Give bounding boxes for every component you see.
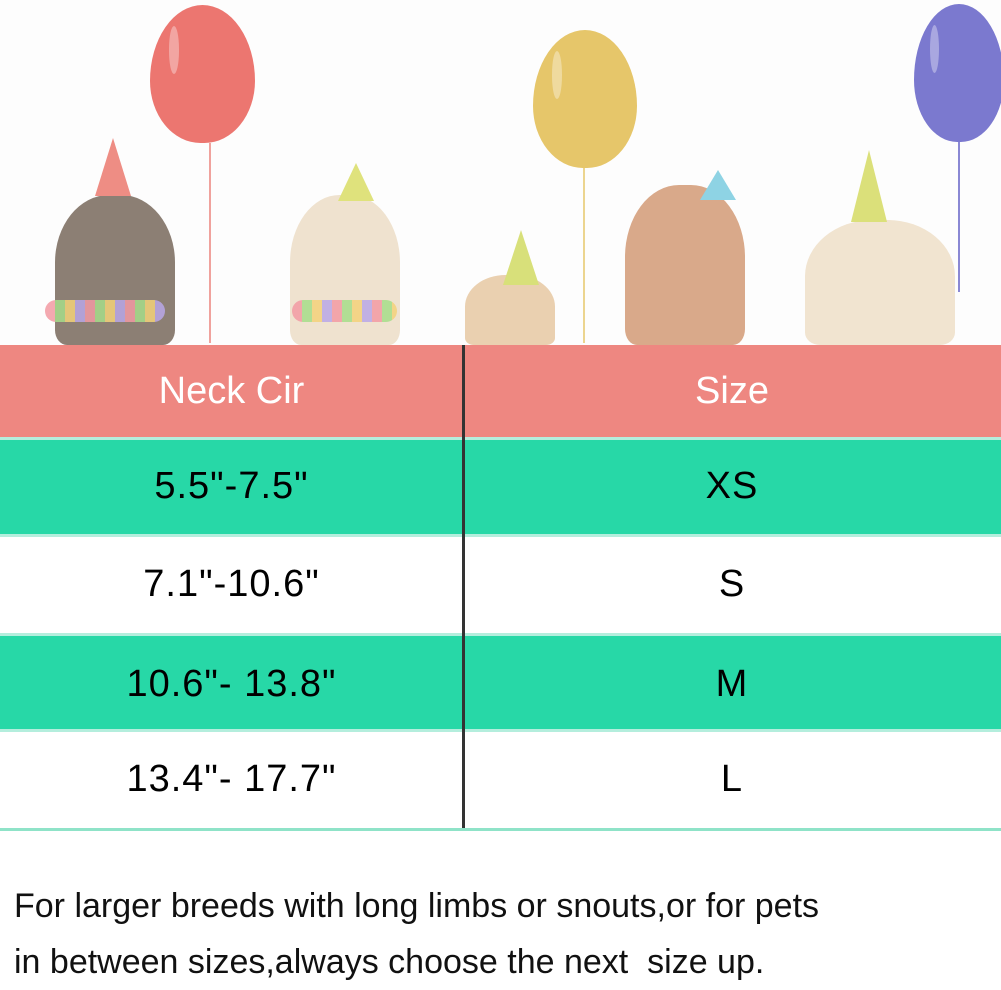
size-chart-table: Neck Cir Size 5.5"-7.5" XS 7.1"-10.6" S … (0, 345, 1001, 830)
dog-small (465, 275, 555, 345)
dog-terrier (625, 185, 745, 345)
party-hat-icon (851, 150, 887, 222)
neck-cir-value: 5.5"-7.5" (154, 464, 309, 507)
row-separator (0, 633, 1001, 636)
balloon-string (958, 142, 960, 292)
sizing-note-line-1: For larger breeds with long limbs or sno… (14, 887, 820, 925)
table-row: 5.5"-7.5" XS (0, 437, 1001, 535)
dog-brindle (55, 195, 175, 345)
header-size: Size (695, 369, 769, 412)
balloon-string (209, 143, 211, 343)
size-value: M (715, 662, 749, 705)
size-value: S (718, 562, 746, 605)
sizing-note-line-2: in between sizes,always choose the next … (14, 943, 765, 981)
column-divider (462, 345, 465, 830)
table-header-row: Neck Cir Size (0, 345, 1001, 437)
table-row: 13.4"- 17.7" L (0, 730, 1001, 828)
neck-cir-value: 7.1"-10.6" (143, 562, 320, 605)
party-hat-icon (503, 230, 539, 285)
row-separator (0, 729, 1001, 732)
sizing-note: For larger breeds with long limbs or sno… (14, 878, 994, 990)
blue-balloon-icon (914, 4, 1001, 142)
flower-lei (45, 300, 165, 322)
yellow-balloon-icon (533, 30, 637, 168)
balloon-string (583, 168, 585, 343)
party-dogs-banner (0, 0, 1001, 345)
party-hat-icon (338, 163, 374, 201)
header-neck-cir: Neck Cir (158, 369, 305, 412)
table-bottom-border (0, 828, 1001, 831)
row-separator (0, 534, 1001, 537)
neck-cir-value: 13.4"- 17.7" (126, 757, 337, 800)
table-row: 7.1"-10.6" S (0, 535, 1001, 633)
size-value: XS (705, 464, 759, 507)
dog-labrador (805, 220, 955, 345)
dog-golden (290, 195, 400, 345)
flower-lei (292, 300, 397, 322)
neck-cir-value: 10.6"- 13.8" (126, 662, 337, 705)
size-value: L (720, 757, 744, 800)
red-balloon-icon (150, 5, 255, 143)
row-separator (0, 437, 1001, 440)
table-row: 10.6"- 13.8" M (0, 635, 1001, 733)
party-hat-icon (95, 138, 131, 196)
party-hat-icon (700, 170, 736, 200)
